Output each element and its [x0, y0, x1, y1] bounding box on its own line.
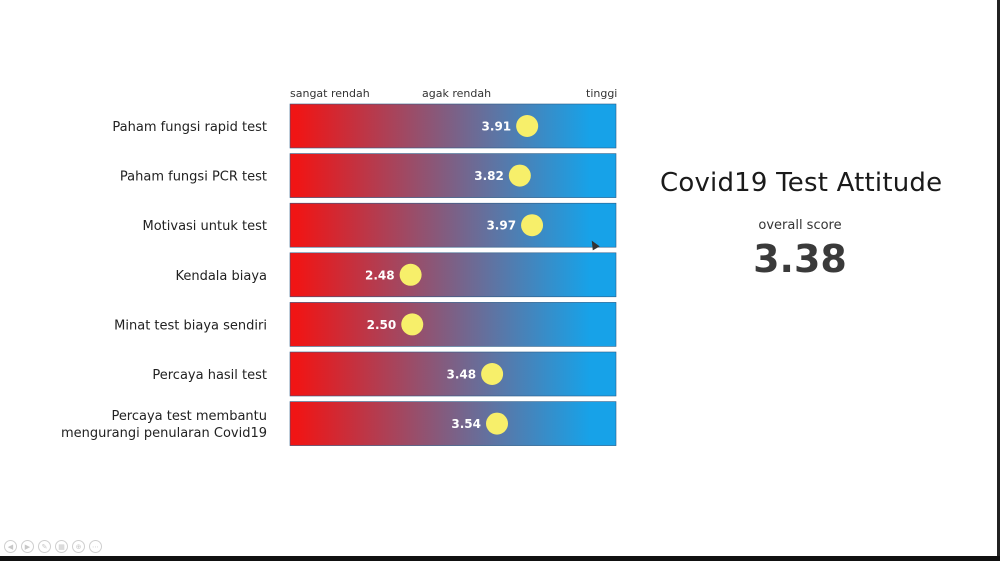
- attitude-chart: Paham fungsi rapid test 3.91 Paham fungsi …: [61, 103, 617, 446]
- scale-label-high: tinggi: [586, 87, 618, 100]
- gradient-bar: [289, 103, 617, 149]
- score-marker: [399, 263, 422, 286]
- summary-subtitle: overall score: [758, 218, 842, 233]
- gradient-bar: [289, 401, 617, 446]
- summary-title: Covid19 Test Attitude: [660, 168, 943, 198]
- value-label: 3.54: [451, 417, 481, 431]
- previous-icon[interactable]: ◀: [4, 540, 17, 553]
- score-marker: [481, 363, 504, 385]
- row-label: Kendala biaya: [175, 269, 267, 284]
- score-marker: [521, 214, 544, 237]
- value-label: 3.97: [486, 219, 516, 233]
- value-label: 2.48: [365, 268, 395, 282]
- row-label: Percaya hasil test: [152, 368, 267, 383]
- score-marker: [516, 115, 539, 137]
- more-icon[interactable]: ⋯: [89, 540, 102, 553]
- row-label: Paham fungsi rapid test: [112, 120, 267, 135]
- value-label: 3.48: [447, 368, 477, 382]
- gradient-bar: [289, 351, 617, 397]
- zoom-icon[interactable]: ⊕: [72, 540, 85, 553]
- gradient-bar: [289, 153, 617, 198]
- row-label: mengurangi penularan Covid19: [61, 426, 267, 441]
- score-marker: [486, 412, 509, 435]
- value-label: 2.50: [367, 318, 397, 332]
- next-icon[interactable]: ▶: [21, 540, 34, 553]
- slideshow-controls: ◀ ▶ ✎ ▦ ⊕ ⋯: [4, 540, 102, 553]
- gradient-bar: [289, 202, 617, 248]
- row-label: Minat test biaya sendiri: [114, 318, 267, 333]
- scale-label-mid: agak rendah: [422, 87, 492, 100]
- row-label: Percaya test membantu: [111, 409, 267, 424]
- pen-icon[interactable]: ✎: [38, 540, 51, 553]
- summary-panel: Covid19 Test Attitude overall score 3.38: [660, 168, 943, 281]
- gradient-bar: [289, 302, 617, 347]
- value-label: 3.91: [482, 120, 512, 134]
- score-marker: [401, 313, 424, 336]
- bottom-bar: [0, 556, 1000, 561]
- overall-score: 3.38: [753, 237, 847, 281]
- row-label: Paham fungsi PCR test: [120, 170, 267, 185]
- scale-label-low: sangat rendah: [290, 87, 370, 100]
- value-label: 3.82: [474, 169, 504, 183]
- score-marker: [508, 164, 531, 187]
- gradient-bar: [289, 252, 617, 298]
- row-label: Motivasi untuk test: [143, 219, 268, 234]
- slides-icon[interactable]: ▦: [55, 540, 68, 553]
